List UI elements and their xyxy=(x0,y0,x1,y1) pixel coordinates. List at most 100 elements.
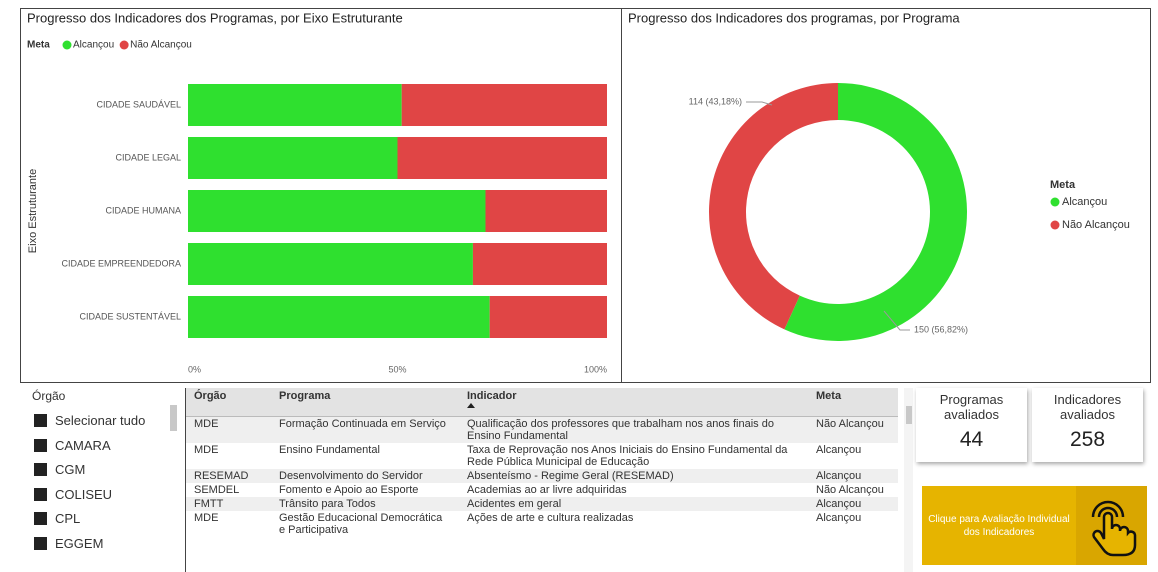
button-icon[interactable] xyxy=(1076,486,1147,565)
card-label: Indicadores avaliados xyxy=(1053,392,1122,422)
legend-marker xyxy=(119,40,129,50)
slicer-label: COLISEU xyxy=(55,486,113,502)
slicer-item[interactable]: EGGEM xyxy=(34,536,103,551)
slicer-label: Selecionar tudo xyxy=(55,413,146,428)
table-cell: Alcançou xyxy=(816,512,862,524)
table-cell: SEMDEL xyxy=(194,484,240,496)
table-cell: Academias ao ar livre adquiridas xyxy=(467,484,627,496)
y-axis-label: Eixo Estruturante xyxy=(27,169,39,253)
table-cell: Alcançou xyxy=(816,444,862,456)
donut-panel: Progresso dos Indicadores dos programas,… xyxy=(621,8,1151,383)
table-cell: MDE xyxy=(194,512,219,524)
column-header[interactable]: Programa xyxy=(271,388,459,417)
scrollbar[interactable] xyxy=(170,405,177,431)
legend-marker xyxy=(1050,197,1060,207)
y-tick-label: CIDADE SUSTENTÁVEL xyxy=(79,311,181,321)
bar-segment xyxy=(188,296,490,338)
table-cell: Não Alcançou xyxy=(816,484,884,496)
checkbox[interactable] xyxy=(34,487,47,501)
bar-panel: Progresso dos Indicadores dos Programas,… xyxy=(20,8,622,383)
legend-label: Alcançou xyxy=(1062,196,1107,208)
scroll-thumb[interactable] xyxy=(906,406,912,424)
legend-label: Não Alcançou xyxy=(130,40,192,51)
slicer-label: CAMARA xyxy=(55,437,111,453)
column-label: Órgão xyxy=(194,390,227,402)
table-cell: Alcançou xyxy=(808,497,898,511)
column-label: Programa xyxy=(279,390,331,402)
table-row: MDE Ensino Fundamental Taxa de Reprovação … xyxy=(186,443,898,469)
bar-segment xyxy=(489,296,607,338)
slicer-item[interactable]: CPL xyxy=(34,511,80,526)
table-cell: MDE xyxy=(194,444,219,456)
table-cell: Trânsito para Todos xyxy=(271,497,459,511)
data-label: 114 (43,18%) xyxy=(689,96,742,106)
table-cell: Formação Continuada em Serviço xyxy=(271,416,459,443)
table-cell: FMTT xyxy=(186,497,271,511)
checkbox[interactable] xyxy=(34,414,47,427)
bar-segment xyxy=(188,84,402,126)
leader-line xyxy=(746,101,773,106)
slicer-item[interactable]: Selecionar tudo xyxy=(34,413,145,428)
table-scrollbar[interactable] xyxy=(904,388,913,572)
table-cell: MDE xyxy=(186,416,271,443)
checkbox[interactable] xyxy=(34,438,47,452)
x-tick-label: 50% xyxy=(388,364,406,374)
hand-icon xyxy=(1091,500,1136,556)
table-cell: Gestão Educacional Democrática e Partici… xyxy=(279,512,443,536)
table-panel: Órgão Programa Indicador Meta MDE Formação Co… xyxy=(185,388,913,572)
bar-segment xyxy=(188,137,398,179)
slicer-item[interactable]: COLISEU xyxy=(34,487,112,502)
bar-chart: Progresso dos Indicadores dos Programas,… xyxy=(27,10,607,374)
button[interactable]: Clique para Avaliação Individual dos Ind… xyxy=(922,486,1147,565)
table-cell: Ensino Fundamental xyxy=(279,444,380,456)
slicer-item[interactable]: CAMARA xyxy=(34,438,111,453)
legend-marker xyxy=(1050,220,1060,230)
legend-label: Não Alcançou xyxy=(1062,219,1130,231)
table-cell: Taxa de Reprovação nos Anos Iniciais do … xyxy=(467,444,788,468)
bar-segment xyxy=(397,137,607,179)
kpi-card: Indicadores avaliados 258 xyxy=(1032,388,1143,462)
button-label[interactable]: Clique para Avaliação Individual dos Ind… xyxy=(928,513,1070,538)
chart-title: Progresso dos Indicadores dos Programas,… xyxy=(27,10,403,25)
table-row: SEMDEL Fomento e Apoio ao Esporte Academia… xyxy=(186,483,898,497)
table-cell: RESEMAD xyxy=(186,469,271,483)
bar-segment xyxy=(485,190,607,232)
table-cell: Acidentes em geral xyxy=(459,497,808,511)
table-row: MDE Gestão Educacional Democrática e Part… xyxy=(186,511,898,537)
bar-segment xyxy=(401,84,607,126)
legend-marker xyxy=(62,40,72,50)
column-header[interactable]: Indicador xyxy=(459,388,808,417)
slicer-title: Órgão xyxy=(32,389,66,403)
y-tick-label: CIDADE HUMANA xyxy=(105,205,181,215)
bar-segment xyxy=(188,243,473,285)
slicer-label: EGGEM xyxy=(55,535,104,551)
table-cell: Alcançou xyxy=(808,469,898,483)
slicer-label: CGM xyxy=(55,462,86,477)
table-row: MDE Formação Continuada em Serviço Qualifi… xyxy=(186,416,898,443)
table-cell: Desenvolvimento do Servidor xyxy=(271,469,459,483)
card-value: 44 xyxy=(959,428,984,451)
legend-title: Meta xyxy=(27,40,50,51)
checkbox[interactable] xyxy=(34,512,47,525)
table-header: Órgão Programa Indicador Meta xyxy=(186,388,898,417)
checkbox[interactable] xyxy=(34,463,47,476)
column-label: Indicador xyxy=(467,390,517,402)
slicer-item[interactable]: CGM xyxy=(34,462,85,477)
donut-chart: Progresso dos Indicadores dos programas,… xyxy=(628,10,1130,341)
table-cell: Qualificação dos professores que trabalh… xyxy=(459,416,808,443)
slicer: Órgão Selecionar tudo CAMARA CGM COLISEU CPL… xyxy=(20,383,182,572)
bar-segment xyxy=(188,190,486,232)
data-label: 150 (56,82%) xyxy=(914,324,968,334)
legend-label: Alcançou xyxy=(73,40,114,51)
column-header[interactable]: Órgão xyxy=(186,388,271,417)
x-tick-label: 100% xyxy=(584,364,607,374)
table-body: MDE Formação Continuada em Serviço Qualifi… xyxy=(186,416,898,538)
chart-title: Progresso dos Indicadores dos programas,… xyxy=(628,10,960,25)
table-cell: Não Alcançou xyxy=(808,416,898,443)
donut-slice xyxy=(709,83,838,330)
checkbox[interactable] xyxy=(34,536,47,550)
slicer-label: CPL xyxy=(55,511,81,526)
table-row: RESEMAD Desenvolvimento do Servidor Absent… xyxy=(186,469,898,483)
column-header[interactable]: Meta xyxy=(808,388,898,417)
